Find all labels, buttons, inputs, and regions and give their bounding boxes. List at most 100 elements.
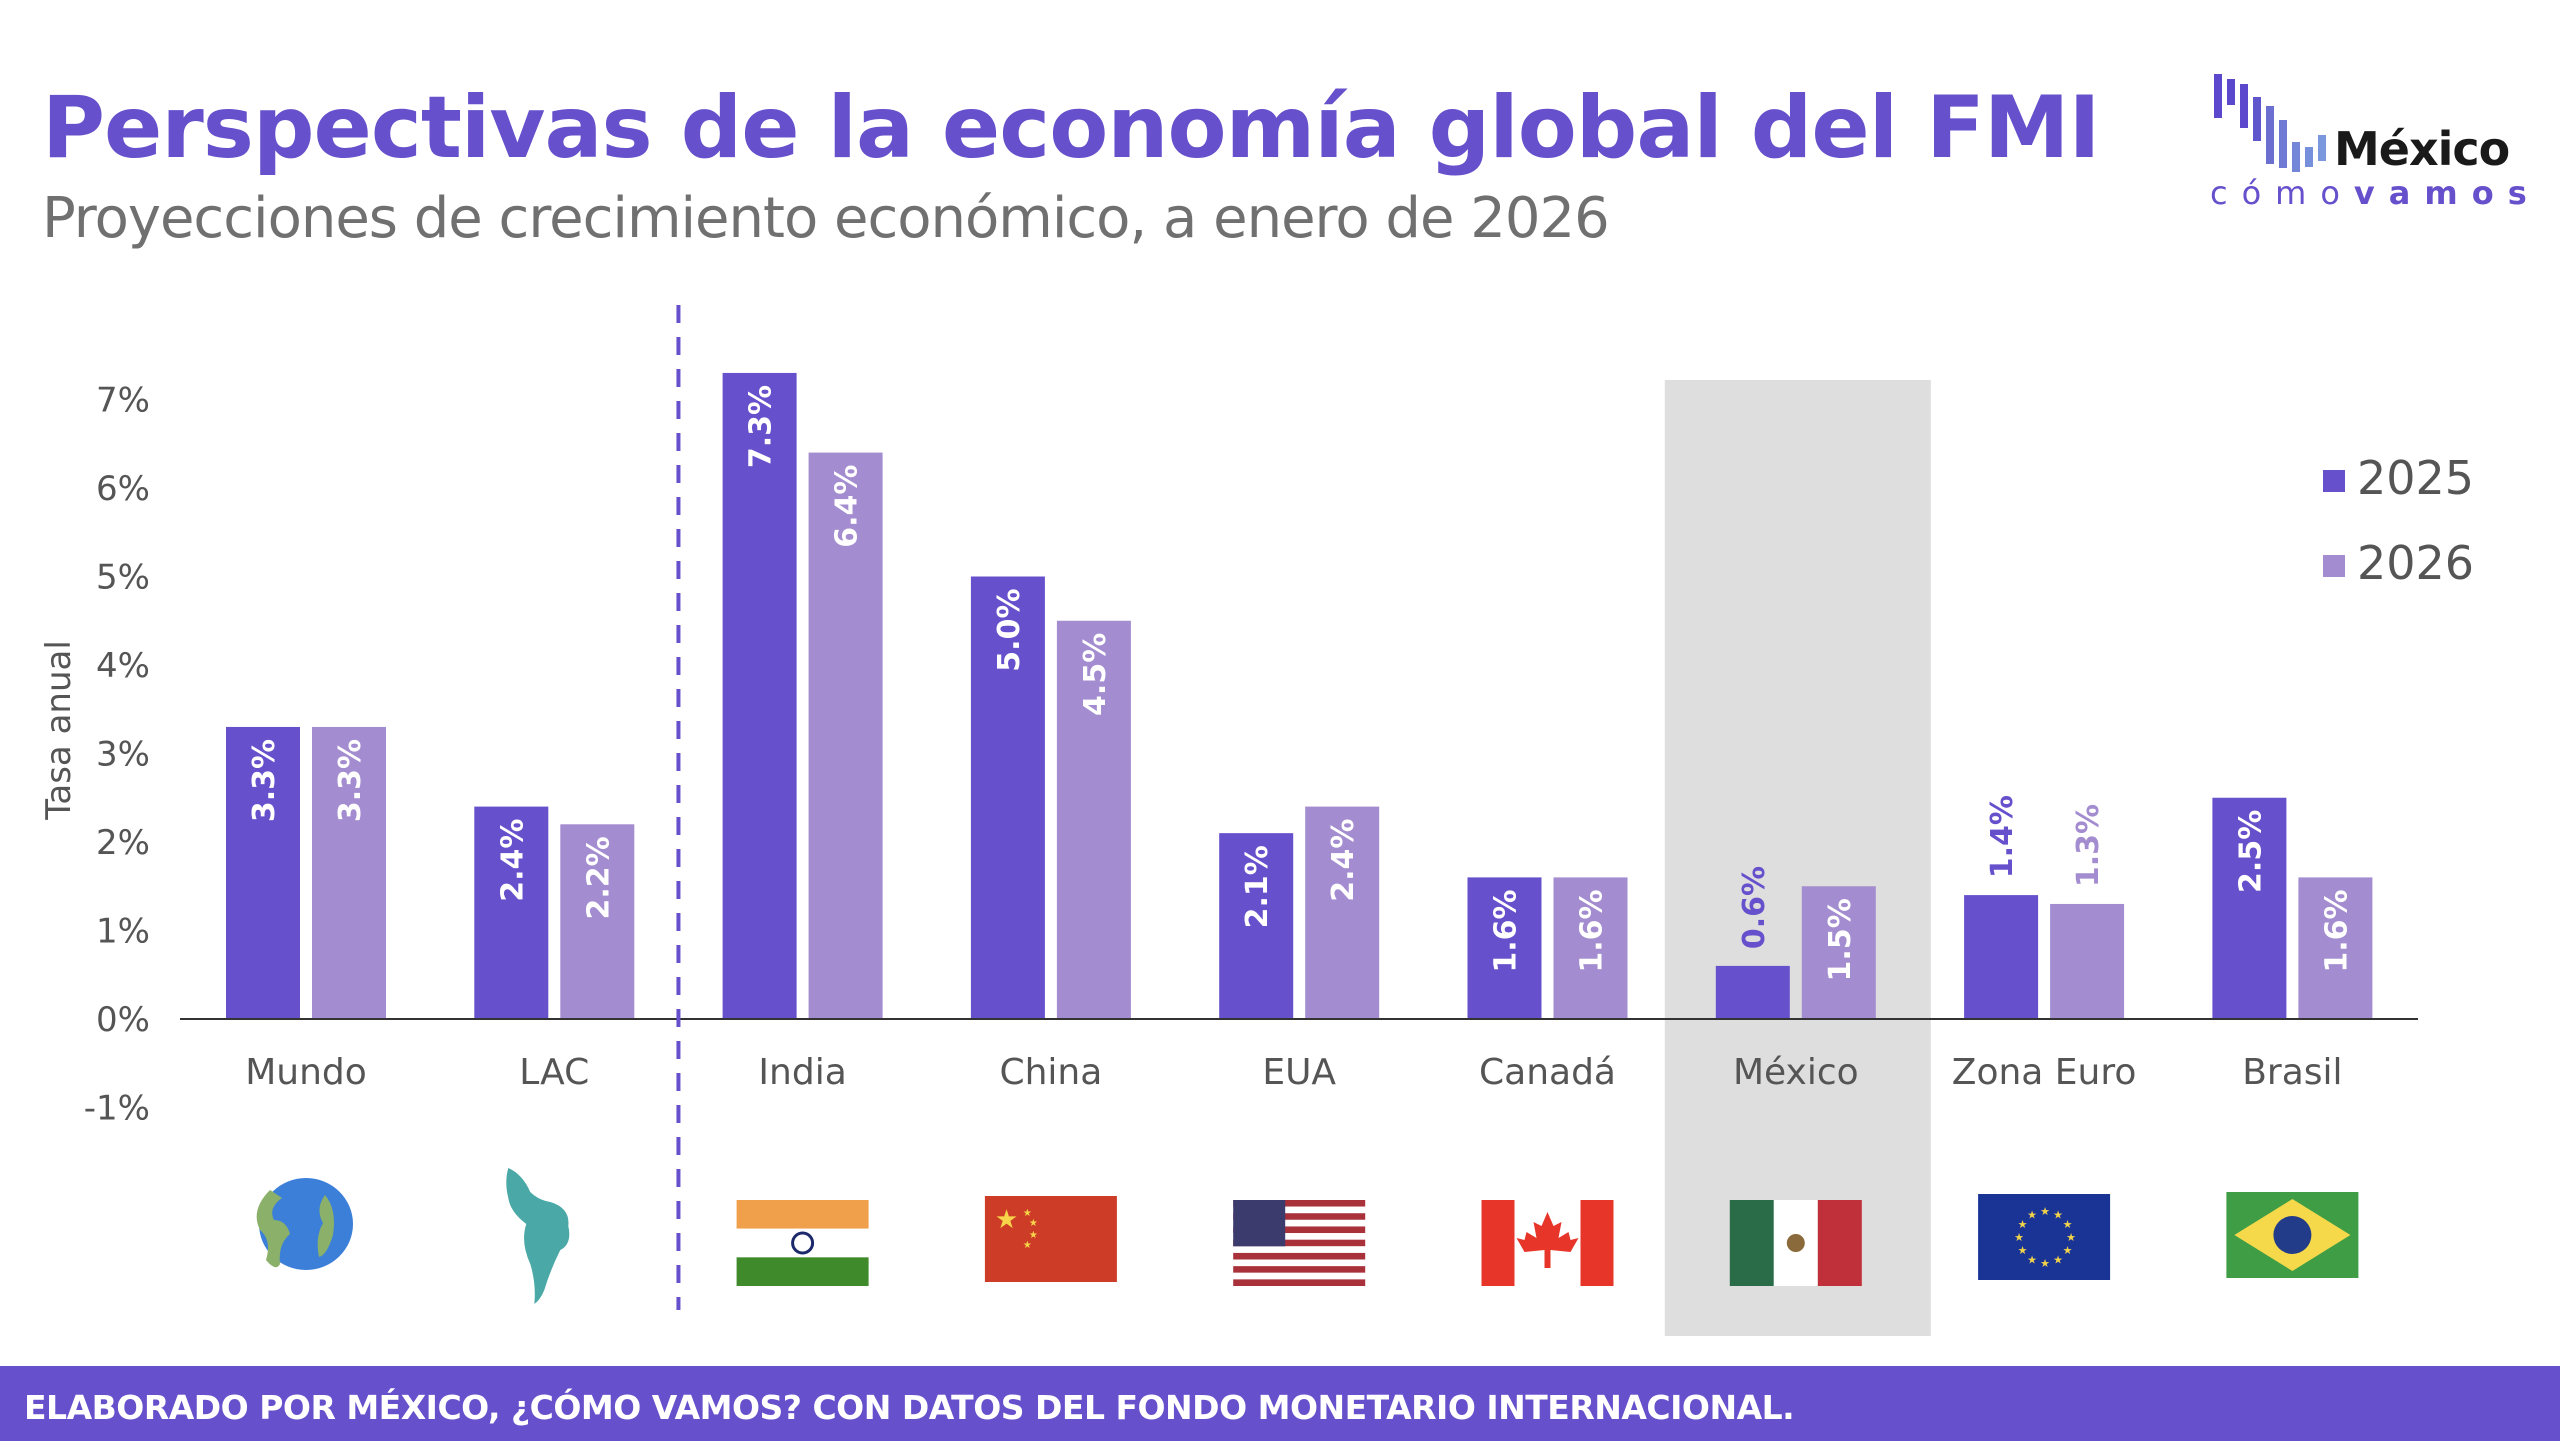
x-tick-label: LAC [519, 1052, 589, 1093]
legend: 2025 2026 [2323, 451, 2474, 590]
x-tick-label: Brasil [2242, 1052, 2342, 1093]
value-label: 1.6% [2319, 889, 2354, 972]
bar-2026-mundo [312, 726, 386, 1019]
logo-word-mexico: México [2334, 122, 2510, 176]
bars: 3.3% 3.3% 2.4% 2.2% 7.3% 6.4% 5.0% 4.5% 2.1% 2.4%… [226, 372, 2373, 1020]
bar-2026-brasil [2298, 877, 2373, 1019]
legend-label-2025: 2025 [2357, 451, 2474, 505]
y-axis-label: Tasa anual [39, 640, 79, 821]
svg-text:★: ★ [1029, 1218, 1038, 1229]
value-label: 2.1% [1240, 845, 1275, 928]
y-tick-label: 6% [96, 469, 150, 509]
x-tick-label: México [1733, 1052, 1859, 1093]
bar-2025-mundo [226, 726, 300, 1019]
svg-text:★: ★ [2053, 1254, 2063, 1267]
footer-credit-band: ELABORADO POR MÉXICO, ¿CÓMO VAMOS? CON D… [0, 1366, 2560, 1441]
value-label: 1.4% [1985, 795, 2020, 878]
y-tick-label: 2% [96, 823, 150, 863]
legend-swatch-2026 [2323, 555, 2345, 577]
value-label: 3.3% [247, 739, 282, 822]
eu-flag-icon: ★★★★★★★★★ ★ ★★ [1978, 1194, 2111, 1280]
legend-label-2026: 2026 [2357, 536, 2474, 590]
page-title: Perspectivas de la economía global del F… [42, 78, 2100, 178]
x-tick-label: India [758, 1052, 846, 1093]
china-flag-icon: ★ ★★★★ [984, 1196, 1117, 1282]
value-label: 2.5% [2233, 810, 2268, 893]
y-tick-label: -1% [84, 1089, 150, 1129]
page-subtitle: Proyecciones de crecimiento económico, a… [42, 186, 1610, 251]
mexico-como-vamos-logo: México cómovamos [2210, 70, 2530, 212]
logo-word-como: cómo [2210, 174, 2354, 212]
svg-text:★: ★ [2040, 1257, 2050, 1270]
svg-text:★: ★ [2027, 1254, 2037, 1267]
bar-2026-china [1056, 620, 1131, 1019]
x-tick-label: China [999, 1052, 1102, 1093]
bar-2026-lac [560, 824, 635, 1019]
value-label: 2.4% [495, 819, 530, 902]
category-icons: ★ ★★★★★★★★★★★★★ ★ ★★ [256, 1168, 2359, 1304]
bar-2025-china [970, 576, 1045, 1019]
value-label: 3.3% [333, 739, 368, 822]
svg-text:★: ★ [2066, 1231, 2076, 1244]
category-labels: Mundo LAC India China EUA Canadá México Zona Eu… [245, 1052, 2342, 1093]
mexico-highlight-band [1664, 380, 1931, 1336]
value-label: 1.5% [1823, 898, 1858, 981]
svg-text:★: ★ [2018, 1244, 2028, 1257]
value-label: 7.3% [744, 385, 779, 468]
x-tick-label: Canadá [1479, 1052, 1616, 1093]
svg-text:★: ★ [1029, 1230, 1038, 1241]
svg-text:★: ★ [1023, 1208, 1032, 1219]
globe-icon [256, 1178, 353, 1270]
value-label: 2.4% [1326, 819, 1361, 902]
value-label: 4.5% [1078, 633, 1113, 716]
svg-text:★: ★ [2018, 1218, 2028, 1231]
svg-text:★: ★ [2014, 1231, 2024, 1244]
latin-america-map-icon [506, 1168, 570, 1304]
svg-text:★: ★ [2053, 1208, 2063, 1221]
bar-2025-méxico [1715, 965, 1790, 1019]
y-tick-label: 0% [96, 1000, 150, 1040]
value-label: 2.2% [581, 836, 616, 919]
y-tick-label: 7% [96, 381, 150, 421]
value-label: 6.4% [830, 465, 865, 548]
footer-credit-text: ELABORADO POR MÉXICO, ¿CÓMO VAMOS? CON D… [24, 1388, 1795, 1427]
brazil-flag-icon [2226, 1192, 2359, 1278]
value-label: 5.0% [992, 589, 1027, 672]
bar-2026-canadá [1553, 877, 1628, 1019]
y-axis-ticks: -1% 0% 1% 2% 3% 4% 5% 6% 7% [84, 381, 150, 1129]
svg-text:★: ★ [2027, 1208, 2037, 1221]
bar-2026-zona-euro [2050, 903, 2125, 1019]
usa-flag-icon [1233, 1200, 1366, 1286]
y-tick-label: 1% [96, 912, 150, 952]
mexico-flag-icon [1729, 1200, 1862, 1286]
bar-2026-méxico [1801, 886, 1876, 1019]
bar-2026-india [808, 452, 883, 1020]
y-tick-label: 3% [96, 735, 150, 775]
svg-text:★: ★ [1023, 1240, 1032, 1251]
value-label: 1.6% [1489, 889, 1524, 972]
x-tick-label: Mundo [245, 1052, 367, 1093]
bar-2025-india [722, 372, 797, 1019]
logo-word-vamos: vamos [2353, 174, 2541, 212]
svg-text:★: ★ [995, 1205, 1018, 1235]
bar-2025-brasil [2212, 797, 2287, 1019]
legend-swatch-2025 [2323, 470, 2345, 492]
x-tick-label: EUA [1262, 1052, 1336, 1093]
logo-bars-icon [2214, 74, 2326, 172]
y-tick-label: 4% [96, 646, 150, 686]
bar-2025-zona-euro [1964, 895, 2039, 1019]
value-label: 0.6% [1737, 866, 1772, 949]
x-tick-label: Zona Euro [1952, 1052, 2137, 1093]
value-label: 1.6% [1575, 889, 1610, 972]
svg-text:★: ★ [2063, 1244, 2073, 1257]
value-label: 1.3% [2071, 804, 2106, 887]
svg-text:★: ★ [2063, 1218, 2073, 1231]
bar-2025-lac [474, 806, 549, 1019]
bar-2026-eua [1305, 806, 1380, 1019]
india-flag-icon [736, 1200, 869, 1286]
logo-word-como-vamos: cómovamos [2210, 174, 2541, 212]
bar-2025-eua [1219, 833, 1294, 1019]
svg-text:★: ★ [2040, 1205, 2050, 1218]
bar-2025-canadá [1467, 877, 1542, 1019]
